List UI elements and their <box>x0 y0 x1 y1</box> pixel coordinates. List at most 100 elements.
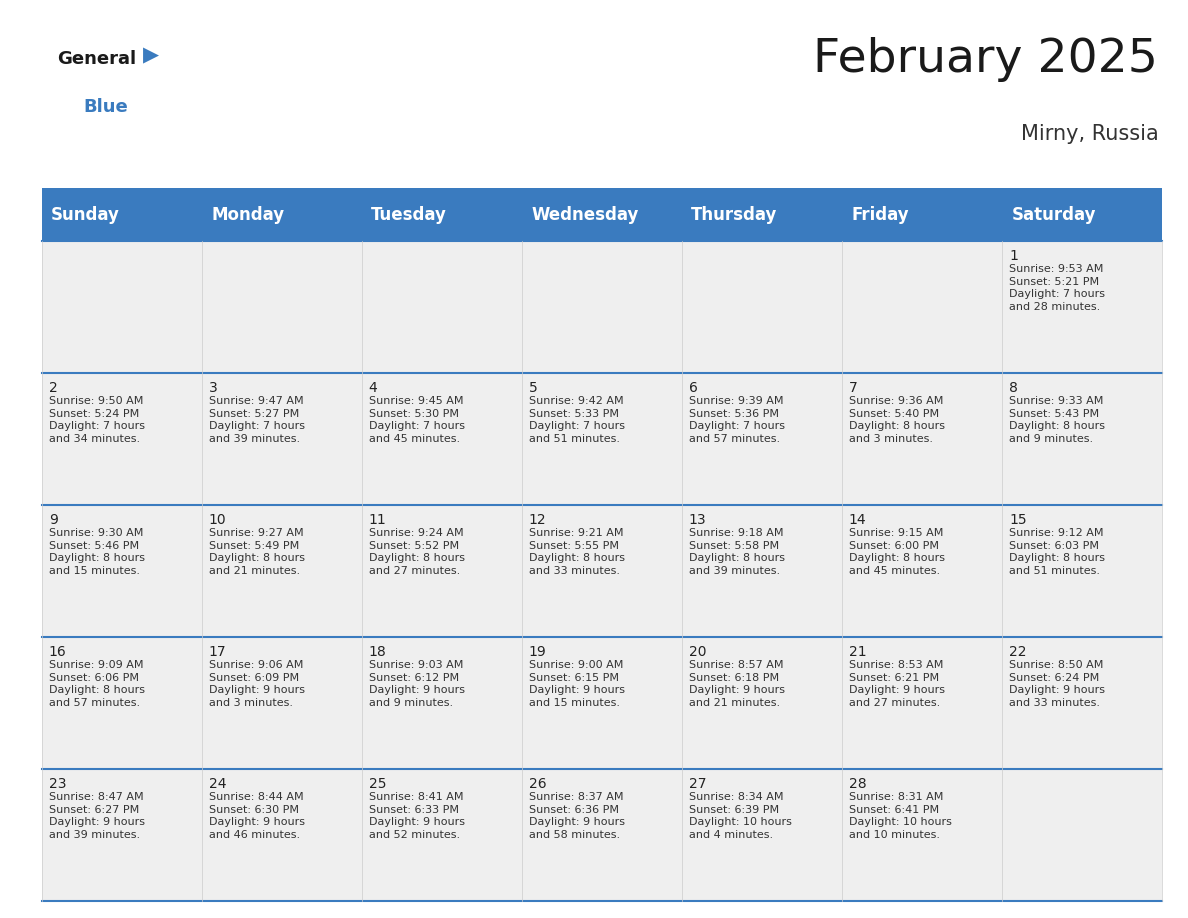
Text: Sunset: 5:43 PM: Sunset: 5:43 PM <box>1009 409 1099 419</box>
Bar <box>42 241 202 374</box>
Text: and 15 minutes.: and 15 minutes. <box>529 698 620 708</box>
Bar <box>361 374 522 506</box>
Bar <box>202 241 361 374</box>
Text: 19: 19 <box>529 644 546 659</box>
Text: Daylight: 7 hours: Daylight: 7 hours <box>368 421 465 431</box>
Text: Sunset: 5:27 PM: Sunset: 5:27 PM <box>209 409 299 419</box>
Text: Thursday: Thursday <box>691 206 778 224</box>
Text: and 4 minutes.: and 4 minutes. <box>689 830 773 840</box>
Bar <box>522 241 682 374</box>
Text: 9: 9 <box>49 513 57 527</box>
Text: February 2025: February 2025 <box>814 37 1158 82</box>
Text: Daylight: 9 hours: Daylight: 9 hours <box>1009 685 1105 695</box>
Text: 3: 3 <box>209 381 217 395</box>
Text: Sunset: 6:27 PM: Sunset: 6:27 PM <box>49 805 139 815</box>
Text: Sunset: 6:21 PM: Sunset: 6:21 PM <box>849 673 939 683</box>
Text: 8: 8 <box>1009 381 1018 395</box>
Text: Sunrise: 8:44 AM: Sunrise: 8:44 AM <box>209 792 303 802</box>
Text: Sunrise: 9:00 AM: Sunrise: 9:00 AM <box>529 660 624 670</box>
Text: 7: 7 <box>849 381 858 395</box>
Bar <box>842 188 1001 241</box>
Bar <box>42 637 202 769</box>
Text: Sunrise: 8:34 AM: Sunrise: 8:34 AM <box>689 792 783 802</box>
Text: and 10 minutes.: and 10 minutes. <box>849 830 940 840</box>
Text: Daylight: 8 hours: Daylight: 8 hours <box>49 685 145 695</box>
Text: Daylight: 8 hours: Daylight: 8 hours <box>49 554 145 564</box>
Text: Sunset: 5:46 PM: Sunset: 5:46 PM <box>49 541 139 551</box>
Text: 27: 27 <box>689 777 707 790</box>
Text: Sunrise: 9:53 AM: Sunrise: 9:53 AM <box>1009 264 1104 274</box>
Text: Sunset: 5:58 PM: Sunset: 5:58 PM <box>689 541 779 551</box>
Text: Daylight: 8 hours: Daylight: 8 hours <box>529 554 625 564</box>
Text: 4: 4 <box>368 381 378 395</box>
Bar <box>1001 241 1162 374</box>
Bar <box>202 374 361 506</box>
Text: Daylight: 8 hours: Daylight: 8 hours <box>849 554 944 564</box>
Text: and 27 minutes.: and 27 minutes. <box>849 698 940 708</box>
Text: and 39 minutes.: and 39 minutes. <box>209 433 299 443</box>
Text: Sunrise: 9:03 AM: Sunrise: 9:03 AM <box>368 660 463 670</box>
Text: Daylight: 8 hours: Daylight: 8 hours <box>849 421 944 431</box>
Text: and 51 minutes.: and 51 minutes. <box>1009 565 1100 576</box>
Text: Sunrise: 8:47 AM: Sunrise: 8:47 AM <box>49 792 144 802</box>
Bar <box>682 241 842 374</box>
Bar <box>361 637 522 769</box>
Text: Sunrise: 9:30 AM: Sunrise: 9:30 AM <box>49 529 143 539</box>
Bar <box>361 769 522 901</box>
Text: Sunrise: 9:50 AM: Sunrise: 9:50 AM <box>49 397 143 407</box>
Text: 18: 18 <box>368 644 386 659</box>
Bar <box>842 374 1001 506</box>
Text: Daylight: 9 hours: Daylight: 9 hours <box>209 685 305 695</box>
Text: Daylight: 9 hours: Daylight: 9 hours <box>689 685 785 695</box>
Text: and 9 minutes.: and 9 minutes. <box>368 698 453 708</box>
Text: Sunset: 6:09 PM: Sunset: 6:09 PM <box>209 673 299 683</box>
Text: and 52 minutes.: and 52 minutes. <box>368 830 460 840</box>
Text: and 45 minutes.: and 45 minutes. <box>368 433 460 443</box>
Bar <box>42 506 202 637</box>
Text: Daylight: 8 hours: Daylight: 8 hours <box>689 554 785 564</box>
Text: Sunset: 5:21 PM: Sunset: 5:21 PM <box>1009 277 1099 286</box>
Text: Sunrise: 8:31 AM: Sunrise: 8:31 AM <box>849 792 943 802</box>
Text: Sunset: 6:39 PM: Sunset: 6:39 PM <box>689 805 779 815</box>
Text: Sunset: 5:30 PM: Sunset: 5:30 PM <box>368 409 459 419</box>
Text: 23: 23 <box>49 777 67 790</box>
Text: Daylight: 9 hours: Daylight: 9 hours <box>49 817 145 827</box>
Text: and 27 minutes.: and 27 minutes. <box>368 565 460 576</box>
Text: Sunset: 5:49 PM: Sunset: 5:49 PM <box>209 541 299 551</box>
Text: 2: 2 <box>49 381 57 395</box>
Text: Sunset: 6:24 PM: Sunset: 6:24 PM <box>1009 673 1099 683</box>
Text: 12: 12 <box>529 513 546 527</box>
Text: and 3 minutes.: and 3 minutes. <box>849 433 933 443</box>
Text: Daylight: 10 hours: Daylight: 10 hours <box>689 817 791 827</box>
Text: Sunrise: 8:57 AM: Sunrise: 8:57 AM <box>689 660 783 670</box>
Text: Sunrise: 9:27 AM: Sunrise: 9:27 AM <box>209 529 303 539</box>
Text: 11: 11 <box>368 513 386 527</box>
Bar <box>842 637 1001 769</box>
Text: 17: 17 <box>209 644 227 659</box>
Text: and 51 minutes.: and 51 minutes. <box>529 433 620 443</box>
Text: and 28 minutes.: and 28 minutes. <box>1009 302 1100 311</box>
Text: Sunset: 6:41 PM: Sunset: 6:41 PM <box>849 805 939 815</box>
Text: General: General <box>57 50 137 69</box>
Text: and 9 minutes.: and 9 minutes. <box>1009 433 1093 443</box>
Bar <box>361 188 522 241</box>
Text: Daylight: 9 hours: Daylight: 9 hours <box>368 685 465 695</box>
Text: Sunset: 5:52 PM: Sunset: 5:52 PM <box>368 541 459 551</box>
Text: Sunrise: 9:21 AM: Sunrise: 9:21 AM <box>529 529 624 539</box>
Text: Sunset: 6:18 PM: Sunset: 6:18 PM <box>689 673 779 683</box>
Text: Friday: Friday <box>852 206 909 224</box>
Text: and 3 minutes.: and 3 minutes. <box>209 698 292 708</box>
Text: Blue: Blue <box>83 98 128 117</box>
Text: Saturday: Saturday <box>1011 206 1095 224</box>
Bar <box>522 506 682 637</box>
Text: Sunset: 6:03 PM: Sunset: 6:03 PM <box>1009 541 1099 551</box>
Bar <box>202 506 361 637</box>
Bar <box>1001 188 1162 241</box>
Text: Daylight: 8 hours: Daylight: 8 hours <box>209 554 305 564</box>
Text: Sunset: 5:36 PM: Sunset: 5:36 PM <box>689 409 779 419</box>
Text: Daylight: 7 hours: Daylight: 7 hours <box>689 421 785 431</box>
Text: 21: 21 <box>849 644 866 659</box>
Text: Daylight: 8 hours: Daylight: 8 hours <box>1009 554 1105 564</box>
Bar <box>202 769 361 901</box>
Text: Mirny, Russia: Mirny, Russia <box>1020 124 1158 144</box>
